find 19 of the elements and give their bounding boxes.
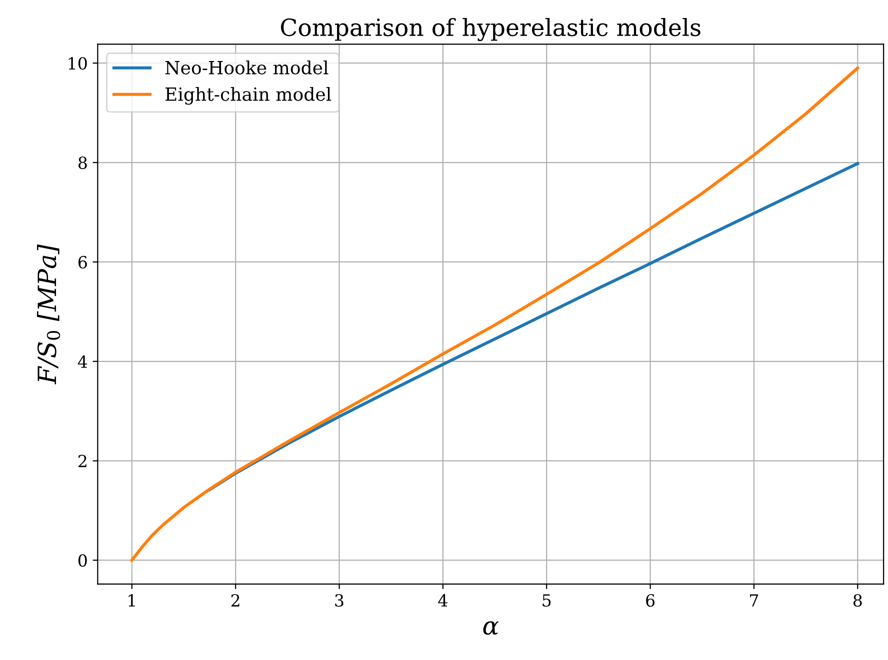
x-tick-label: 1 [128, 594, 135, 606]
x-tick-label: 2 [231, 594, 240, 606]
x-tick-label: 6 [646, 594, 655, 607]
y-tick-label: 10 [68, 57, 87, 70]
x-axis-title: α [483, 621, 499, 635]
y-tick-label: 8 [78, 156, 87, 170]
x-tick-label: 7 [750, 594, 758, 606]
y-tick-label: 4 [78, 355, 88, 368]
y-axis-title: F/S$_{0}$ [MPa] [36, 244, 60, 384]
y-tick-label: 6 [78, 256, 87, 269]
chart-title: Comparison of hyperelastic models [280, 18, 700, 42]
y-tick-label: 0 [78, 554, 87, 567]
x-tick-label: 5 [542, 594, 551, 607]
legend-label: Neo-Hooke model [165, 60, 328, 74]
x-tick-label: 3 [335, 594, 344, 607]
x-tick-label: 4 [438, 594, 448, 606]
y-tick-label: 2 [78, 454, 86, 468]
x-tick-label: 8 [853, 594, 862, 607]
legend-label: Eight-chain model [165, 86, 332, 105]
